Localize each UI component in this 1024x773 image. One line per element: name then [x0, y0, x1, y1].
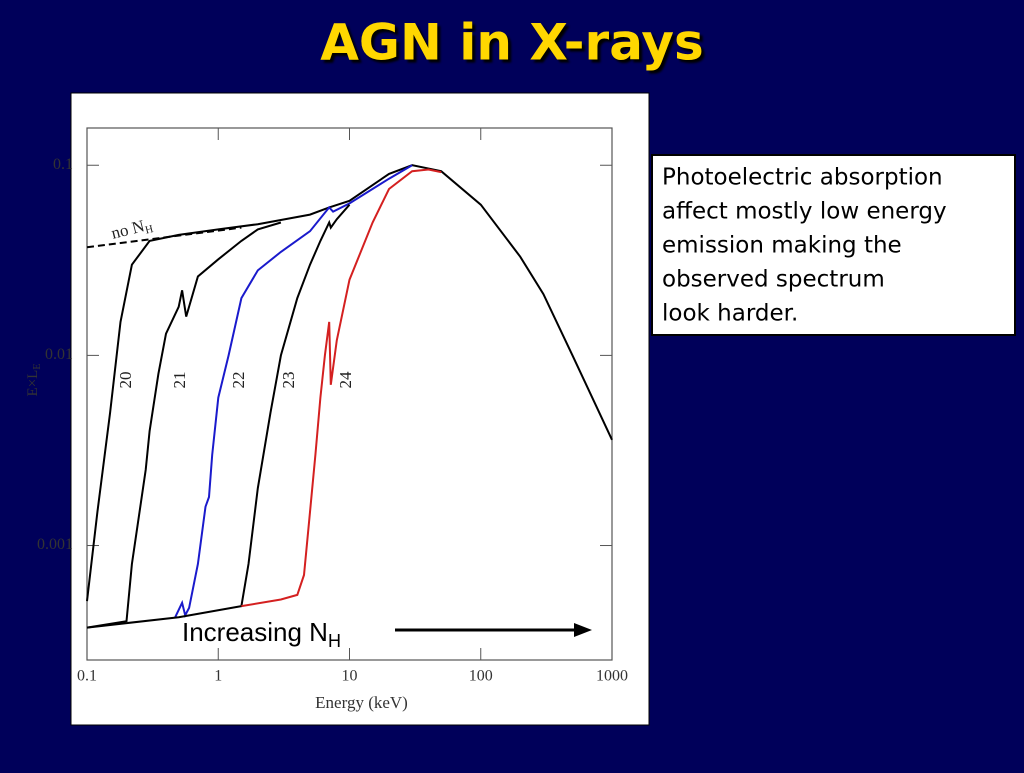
- note-line: Photoelectric absorption: [662, 165, 943, 191]
- y-axis-label-main: E×L: [25, 370, 41, 397]
- annotation-arrowhead: [574, 623, 592, 637]
- y-axis-label-sub: E: [32, 364, 43, 370]
- series-line: [174, 164, 413, 618]
- series-label: 21: [170, 372, 189, 389]
- x-tick-label: 100: [469, 668, 493, 685]
- series-line: [86, 204, 351, 629]
- series-label-main: 24: [336, 371, 355, 389]
- series-label-main: 23: [279, 372, 298, 389]
- series-label-main: 21: [170, 372, 189, 389]
- slide-title: AGN in X-rays: [320, 14, 704, 72]
- annotation-sub: H: [328, 631, 341, 651]
- series-label: 23: [279, 372, 298, 389]
- series-label: 20: [116, 372, 135, 389]
- series-label-main: 22: [229, 372, 248, 389]
- series-label: 22: [229, 372, 248, 389]
- note-line: observed spectrum: [662, 267, 885, 293]
- series-line: [86, 164, 613, 602]
- annotation-main: Increasing N: [182, 617, 328, 647]
- y-tick-label: 0.01: [45, 346, 73, 363]
- y-axis-label: E×LE: [25, 364, 43, 397]
- series-line: [241, 168, 442, 608]
- x-tick-label: 10: [342, 668, 358, 685]
- y-tick-label: 0.1: [53, 156, 73, 173]
- y-tick-label: 0.001: [37, 536, 73, 553]
- note-line: affect mostly low energy: [662, 199, 947, 225]
- chart-panel: [70, 92, 650, 726]
- x-tick-label: 0.1: [77, 668, 97, 685]
- series-label-sub: H: [144, 223, 155, 237]
- series-line: [86, 221, 282, 629]
- x-axis-label: Energy (keV): [315, 693, 408, 712]
- annotation: Increasing NH: [182, 617, 341, 651]
- series-label-main: 20: [116, 372, 135, 389]
- note-box: [651, 154, 1016, 336]
- note-line: emission making the: [662, 233, 902, 259]
- x-tick-label: 1: [214, 668, 222, 685]
- series-label: 24: [336, 371, 355, 389]
- x-tick-label: 1000: [596, 668, 628, 685]
- note-line: look harder.: [662, 301, 798, 327]
